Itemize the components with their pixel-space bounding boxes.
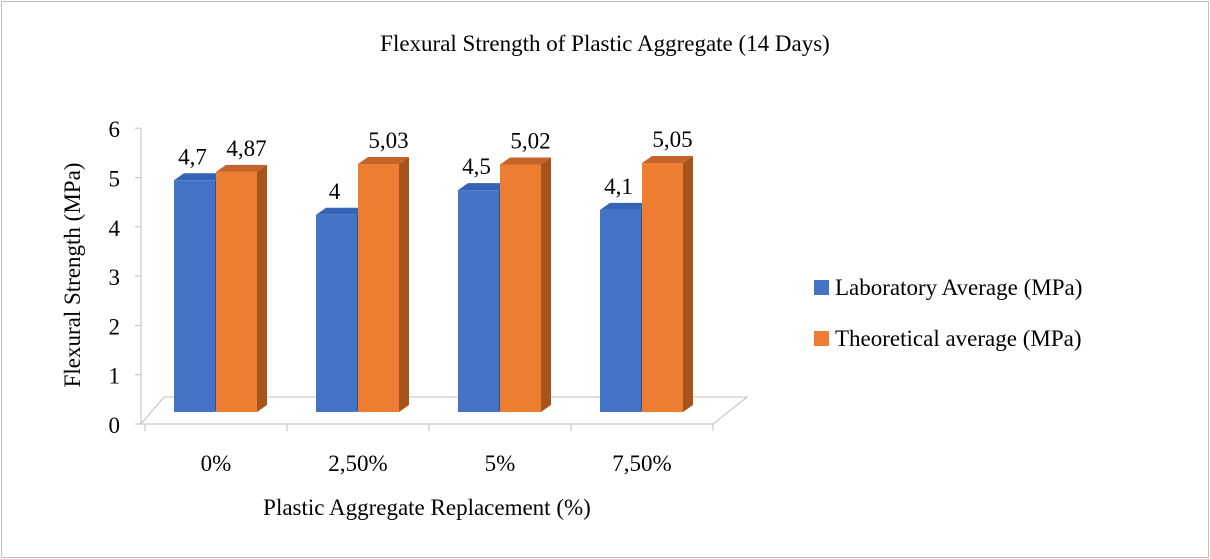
- bar: [174, 180, 215, 412]
- bar: [500, 164, 541, 412]
- data-label: 5,03: [368, 128, 408, 153]
- bar: [600, 209, 641, 412]
- x-axis-title: Plastic Aggregate Replacement (%): [263, 495, 591, 520]
- y-tick-label: 4: [109, 216, 121, 241]
- y-axis-title: Flexural Strength (MPa): [60, 163, 85, 388]
- bar-top: [500, 157, 551, 165]
- legend: Laboratory Average (MPa) Theoretical aver…: [814, 275, 1082, 351]
- x-tick-label: 0%: [201, 451, 232, 476]
- y-tick-label: 3: [109, 265, 121, 290]
- bar-top: [358, 157, 409, 165]
- bar-side: [541, 157, 551, 412]
- bar-side: [399, 157, 409, 412]
- x-tick-label: 5%: [485, 451, 516, 476]
- plot-area: 0 1 2 3 4 5 6 0% 2,50% 5% 7,50% 4,7 4,87 4 5,03 4,5 5,02…: [109, 117, 749, 476]
- y-tick-label: 0: [109, 413, 121, 438]
- legend-label: Theoretical average (MPa): [835, 326, 1081, 351]
- bar-top: [216, 164, 267, 172]
- y-tick-label: 5: [109, 167, 121, 192]
- data-label: 4: [329, 179, 341, 204]
- data-label: 4,5: [462, 154, 491, 179]
- legend-swatch: [814, 331, 829, 346]
- data-label: 4,87: [226, 136, 266, 161]
- bar-side: [257, 164, 267, 412]
- legend-label: Laboratory Average (MPa): [835, 275, 1082, 300]
- y-tick-label: 2: [109, 314, 121, 339]
- bar: [216, 171, 257, 412]
- chart-title: Flexural Strength of Plastic Aggregate (…: [380, 31, 830, 56]
- bar-top: [458, 183, 509, 191]
- y-tick-label: 6: [109, 117, 121, 142]
- data-label: 5,02: [510, 129, 550, 154]
- bar: [316, 214, 357, 412]
- x-tick-label: 7,50%: [612, 451, 671, 476]
- chart-floor: [139, 396, 749, 425]
- bar-side: [683, 156, 693, 412]
- x-tick-label: 2,50%: [328, 451, 387, 476]
- bar-top: [600, 202, 651, 210]
- bar-top: [642, 156, 693, 164]
- data-label: 4,1: [604, 174, 633, 199]
- bar: [642, 163, 683, 412]
- bar: [458, 190, 499, 412]
- data-label: 4,7: [178, 144, 207, 169]
- y-tick-label: 1: [109, 364, 121, 389]
- legend-swatch: [814, 280, 829, 295]
- data-label: 5,05: [652, 127, 692, 152]
- bar: [358, 164, 399, 412]
- bar-top: [316, 207, 367, 215]
- bar-top: [174, 173, 225, 181]
